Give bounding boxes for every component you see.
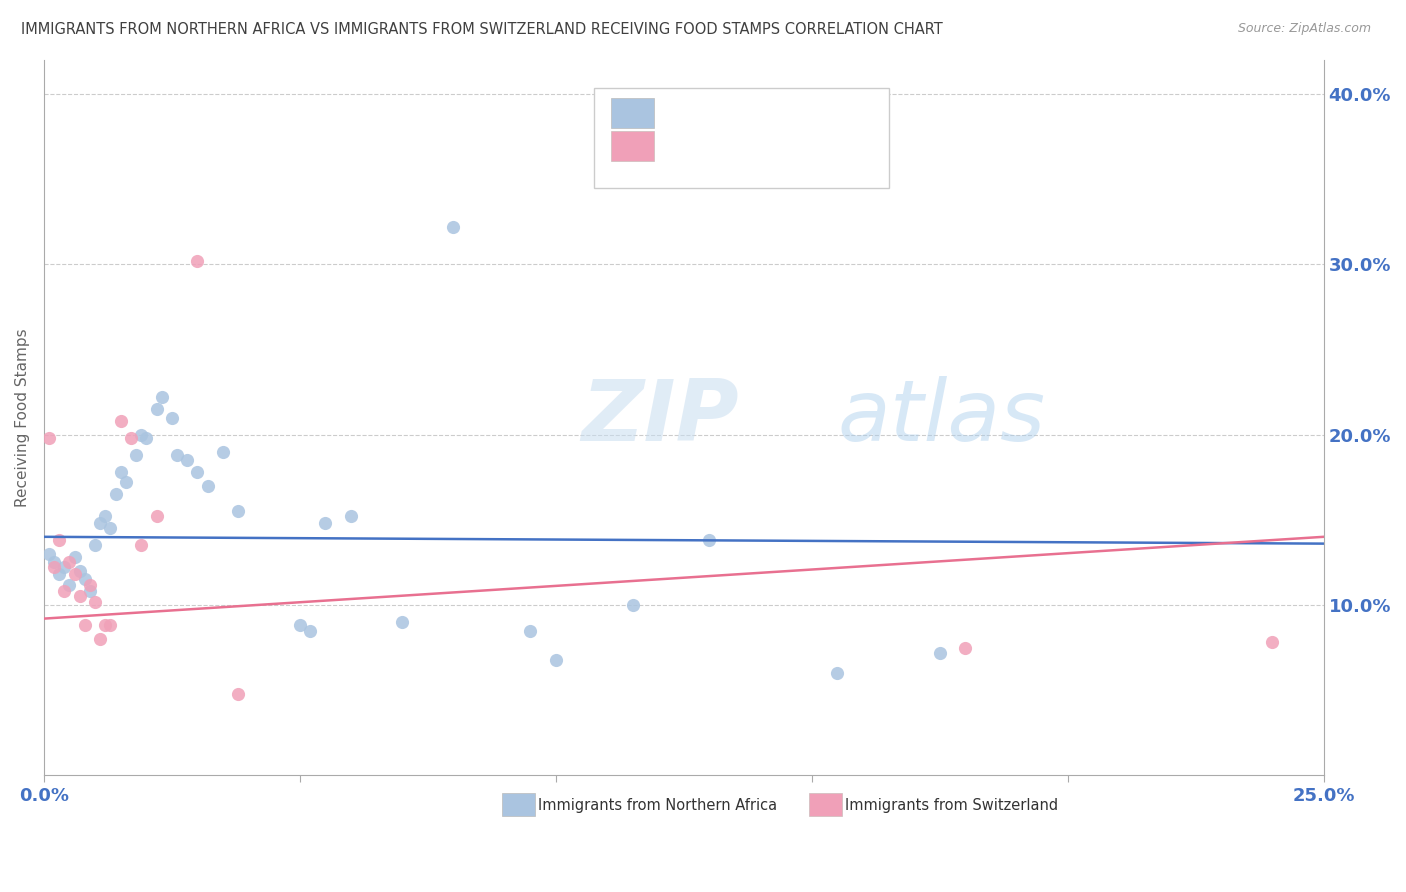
Point bbox=[79, 584, 101, 599]
Point bbox=[176, 453, 198, 467]
FancyBboxPatch shape bbox=[610, 131, 654, 161]
Point bbox=[314, 516, 336, 531]
Text: R =: R = bbox=[662, 103, 690, 117]
Point bbox=[69, 564, 91, 578]
Point bbox=[125, 448, 148, 462]
Point bbox=[186, 253, 208, 268]
Point bbox=[150, 390, 173, 404]
Text: N =: N = bbox=[773, 103, 803, 117]
Point bbox=[63, 550, 86, 565]
Text: 21: 21 bbox=[815, 136, 837, 151]
Point bbox=[89, 632, 111, 646]
Point bbox=[145, 509, 167, 524]
Point bbox=[212, 444, 235, 458]
Text: -0.013: -0.013 bbox=[716, 103, 770, 117]
Point bbox=[827, 666, 849, 681]
Point bbox=[391, 615, 413, 629]
Point bbox=[299, 624, 322, 638]
Point bbox=[104, 487, 127, 501]
Point bbox=[89, 516, 111, 531]
Y-axis label: Receiving Food Stamps: Receiving Food Stamps bbox=[15, 328, 30, 507]
Text: R =: R = bbox=[662, 136, 690, 151]
Point bbox=[38, 547, 60, 561]
Point bbox=[38, 431, 60, 445]
Text: Immigrants from Switzerland: Immigrants from Switzerland bbox=[845, 798, 1059, 813]
Point bbox=[42, 560, 65, 574]
Point bbox=[145, 402, 167, 417]
Point bbox=[441, 219, 464, 234]
Point bbox=[340, 509, 363, 524]
Point bbox=[84, 594, 107, 608]
Point bbox=[73, 573, 96, 587]
Point bbox=[110, 465, 132, 479]
Point bbox=[114, 475, 136, 490]
Point bbox=[228, 504, 250, 518]
Point bbox=[160, 410, 183, 425]
FancyBboxPatch shape bbox=[502, 793, 536, 816]
Point bbox=[120, 431, 142, 445]
Point bbox=[110, 414, 132, 428]
Point bbox=[955, 640, 977, 655]
Point bbox=[48, 533, 70, 548]
Point bbox=[53, 560, 76, 574]
Point bbox=[58, 555, 80, 569]
Point bbox=[94, 509, 117, 524]
Text: 0.169: 0.169 bbox=[716, 136, 763, 151]
Text: IMMIGRANTS FROM NORTHERN AFRICA VS IMMIGRANTS FROM SWITZERLAND RECEIVING FOOD ST: IMMIGRANTS FROM NORTHERN AFRICA VS IMMIG… bbox=[21, 22, 943, 37]
Point bbox=[928, 646, 950, 660]
Point bbox=[1261, 635, 1284, 649]
Text: Source: ZipAtlas.com: Source: ZipAtlas.com bbox=[1237, 22, 1371, 36]
Point bbox=[166, 448, 188, 462]
Point bbox=[73, 618, 96, 632]
Text: ZIP: ZIP bbox=[582, 376, 740, 459]
Point bbox=[228, 687, 250, 701]
Point bbox=[288, 618, 311, 632]
Point bbox=[129, 538, 152, 552]
Point bbox=[186, 465, 208, 479]
Point bbox=[94, 618, 117, 632]
Text: N =: N = bbox=[773, 136, 803, 151]
Point bbox=[63, 567, 86, 582]
Point bbox=[544, 652, 567, 666]
FancyBboxPatch shape bbox=[595, 88, 889, 188]
Point bbox=[519, 624, 541, 638]
FancyBboxPatch shape bbox=[610, 97, 654, 128]
Point bbox=[69, 590, 91, 604]
Point bbox=[699, 533, 721, 548]
Point bbox=[53, 584, 76, 599]
Point bbox=[100, 521, 122, 535]
Text: 40: 40 bbox=[815, 103, 837, 117]
Point bbox=[197, 478, 219, 492]
Point bbox=[42, 555, 65, 569]
Point bbox=[100, 618, 122, 632]
FancyBboxPatch shape bbox=[810, 793, 842, 816]
Point bbox=[58, 577, 80, 591]
Point bbox=[84, 538, 107, 552]
Point bbox=[135, 431, 157, 445]
Point bbox=[129, 427, 152, 442]
Point bbox=[79, 577, 101, 591]
Text: atlas: atlas bbox=[838, 376, 1045, 459]
Point bbox=[48, 567, 70, 582]
Text: Immigrants from Northern Africa: Immigrants from Northern Africa bbox=[538, 798, 778, 813]
Point bbox=[621, 598, 644, 612]
